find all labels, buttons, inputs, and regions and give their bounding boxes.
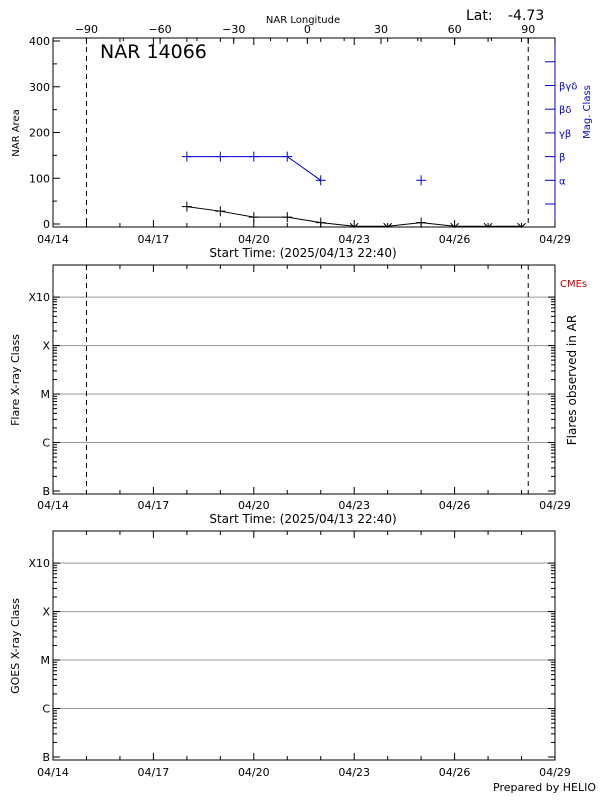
- mag-class-axis-label: Mag. Class: [582, 85, 593, 139]
- panel2-x-tick-label: 04/26: [439, 499, 471, 512]
- panel2-class-tick-label: M: [41, 388, 51, 401]
- nar-area-y-tick-label: 200: [29, 127, 50, 140]
- nar-area-y-tick-label: 100: [29, 172, 50, 185]
- panel2-class-tick-label: X: [42, 340, 50, 353]
- region-title: NAR 14066: [100, 41, 207, 63]
- longitude-axis-label: NAR Longitude: [266, 15, 340, 26]
- panel3-class-tick-label: C: [42, 703, 50, 716]
- flares-observed-axis-label: Flares observed in AR: [565, 315, 579, 445]
- panel2-x-tick-label: 04/17: [138, 499, 170, 512]
- mag-class-tick-label: βδ: [559, 105, 572, 116]
- longitude-tick-label: 30: [374, 23, 388, 36]
- longitude-tick-label: −90: [75, 23, 98, 36]
- panel3-x-tick-label: 04/23: [338, 766, 370, 779]
- longitude-tick-label: −60: [148, 23, 171, 36]
- panel2-class-tick-label: C: [42, 437, 50, 450]
- panel3-class-tick-label: X: [42, 606, 50, 619]
- nar-area-y-tick-label: 400: [29, 35, 50, 48]
- panel2-x-tick-label: 04/29: [539, 499, 571, 512]
- longitude-tick-label: 60: [448, 23, 462, 36]
- latitude-label: Lat:: [466, 8, 493, 24]
- panel3-x-tick-label: 04/20: [238, 766, 270, 779]
- nar-area-y-tick-label: 0: [43, 218, 50, 231]
- panel3-x-tick-label: 04/26: [439, 766, 471, 779]
- mag-class-tick-label: γβ: [559, 129, 571, 140]
- panel1-x-tick-label: 04/14: [37, 233, 69, 246]
- longitude-tick-label: −30: [222, 23, 245, 36]
- mag-class-tick-label: α: [559, 176, 566, 187]
- panel1-xlabel: Start Time: (2025/04/13 22:40): [209, 246, 396, 260]
- panel1-x-tick-label: 04/26: [439, 233, 471, 246]
- panel3-class-tick-label: B: [42, 751, 50, 764]
- panel2-xlabel: Start Time: (2025/04/13 22:40): [209, 512, 396, 526]
- mag-class-tick-label: β: [559, 153, 565, 164]
- cme-legend-label: CMEs: [560, 279, 587, 290]
- panel1-x-tick-label: 04/17: [138, 233, 170, 246]
- panel3-x-tick-label: 04/17: [138, 766, 170, 779]
- panel2-class-tick-label: B: [42, 485, 50, 498]
- panel2-x-tick-label: 04/20: [238, 499, 270, 512]
- mag-class-tick-label: βγδ: [559, 82, 577, 93]
- longitude-tick-label: 0: [304, 23, 311, 36]
- nar-area-below-range-marker: [383, 222, 393, 228]
- longitude-tick-label: 90: [521, 23, 535, 36]
- latitude-value: -4.73: [508, 8, 544, 24]
- nar-area-below-range-marker: [450, 222, 459, 228]
- nar-area-below-range-marker: [349, 222, 359, 228]
- panel3-class-tick-label: M: [41, 654, 51, 667]
- panel1-x-tick-label: 04/20: [238, 233, 270, 246]
- panel3-class-tick-label: X10: [28, 557, 50, 570]
- nar-area-below-range-marker: [483, 222, 493, 228]
- nar-area-axis-label: NAR Area: [11, 109, 22, 156]
- panel2-class-tick-label: X10: [28, 291, 50, 304]
- panel1-x-tick-label: 04/29: [539, 233, 571, 246]
- prepared-by-credit: Prepared by HELIO: [493, 781, 596, 794]
- panel3-x-tick-label: 04/14: [37, 766, 69, 779]
- panel2-x-tick-label: 04/14: [37, 499, 69, 512]
- nar-area-y-tick-label: 300: [29, 81, 50, 94]
- nar-area-below-range-marker: [517, 222, 526, 228]
- panel2-x-tick-label: 04/23: [338, 499, 370, 512]
- panel3-x-tick-label: 04/29: [539, 766, 571, 779]
- flare-class-axis-label: Flare X-ray Class: [9, 334, 22, 426]
- goes-class-axis-label: GOES X-ray Class: [9, 598, 22, 694]
- panel1-x-tick-label: 04/23: [338, 233, 370, 246]
